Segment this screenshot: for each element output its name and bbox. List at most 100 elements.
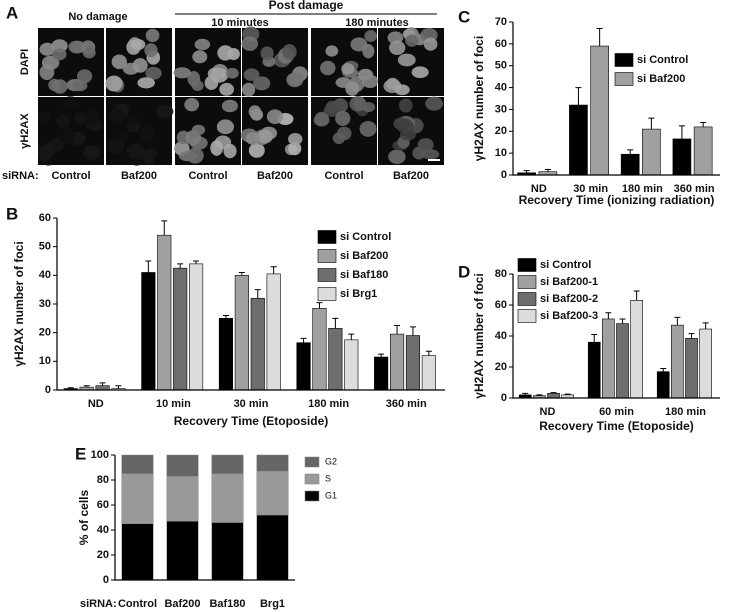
nucleus	[55, 114, 71, 129]
x-tick-label: 360 min	[674, 183, 715, 195]
panel-label: A	[6, 3, 18, 22]
nucleus	[405, 34, 419, 47]
legend-swatch	[304, 490, 320, 502]
bar	[173, 267, 188, 391]
y-tick-label: 10	[495, 147, 507, 159]
error-bar	[702, 322, 709, 330]
y-tick-label: 10	[39, 355, 51, 367]
x-tick-label: 60 min	[599, 406, 634, 418]
nucleus	[332, 132, 346, 145]
x-tick-label: 10 min	[156, 398, 191, 410]
sirna-label: siRNA:	[2, 170, 39, 182]
nucleus	[184, 97, 200, 112]
error-bar	[177, 263, 184, 269]
y-tick-label: 30	[495, 103, 507, 115]
nucleus	[194, 38, 211, 51]
legend-label: G1	[325, 490, 337, 500]
nucleus	[245, 132, 261, 145]
nucleus	[359, 120, 377, 137]
nucleus	[323, 104, 340, 117]
legend-label: si Baf200	[340, 250, 388, 262]
nucleus	[219, 82, 234, 96]
x-tick-label: 360 min	[386, 398, 427, 410]
bar-segment	[256, 471, 289, 516]
y-axis-label: γH2AX number of foci	[12, 241, 26, 366]
x-tick-label: Brg1	[260, 598, 285, 610]
nucleus	[397, 53, 416, 67]
axes	[512, 274, 720, 399]
nucleus	[132, 58, 148, 73]
y-tick-label: 20	[97, 549, 109, 561]
legend-label: si Baf200-3	[540, 310, 598, 322]
x-tick-label: 180 min	[308, 398, 349, 410]
bar	[616, 323, 629, 399]
error-bar	[115, 385, 122, 389]
nucleus	[241, 36, 259, 51]
bar	[587, 341, 601, 399]
error-bar	[536, 394, 543, 396]
y-tick-label: 100	[91, 449, 109, 461]
nucleus	[257, 129, 273, 144]
nucleus	[221, 99, 238, 113]
error-bar	[522, 392, 529, 395]
nucleus	[48, 78, 61, 91]
bar	[602, 318, 615, 399]
error-bar	[425, 350, 432, 356]
row-label: DAPI	[19, 49, 31, 75]
x-axis-label: siRNA:	[80, 598, 117, 610]
error-bar	[550, 392, 557, 394]
nucleus	[145, 66, 162, 80]
legend-swatch	[517, 258, 537, 272]
error-bar	[660, 368, 667, 372]
y-axis-label: γH2AX number of foci	[472, 36, 486, 161]
bar	[250, 297, 265, 391]
nucleus	[282, 44, 297, 60]
error-bar	[193, 260, 200, 264]
nucleus	[204, 75, 219, 90]
error-bar	[222, 314, 229, 319]
nucleus	[421, 149, 440, 160]
nucleus	[417, 138, 434, 152]
nucleus	[126, 143, 145, 159]
bar	[328, 328, 343, 391]
legend-swatch	[317, 230, 337, 244]
nucleus	[145, 28, 160, 43]
nucleus	[394, 84, 410, 96]
group-label: No damage	[68, 11, 127, 23]
y-tick-label: 70	[495, 16, 507, 28]
y-tick-label: 20	[495, 125, 507, 137]
bar	[405, 335, 421, 391]
error-bar	[161, 220, 168, 236]
bar-segment	[166, 476, 199, 522]
bar	[234, 275, 249, 391]
nucleus	[107, 138, 125, 155]
error-bar	[648, 117, 655, 130]
legend-swatch	[517, 309, 537, 323]
legend-label: S	[325, 473, 331, 483]
panel-label: B	[6, 204, 18, 223]
bar	[685, 338, 698, 399]
nucleus	[38, 145, 52, 162]
bar	[620, 153, 640, 176]
bar-segment	[256, 454, 289, 472]
nucleus	[155, 105, 174, 119]
x-axis-label: Recovery Time (ionizing radiation)	[519, 193, 715, 207]
group-label: 180 minutes	[345, 17, 409, 29]
nucleus	[389, 40, 406, 55]
bar	[630, 300, 643, 399]
legend-swatch	[317, 249, 337, 263]
x-axis-label: Recovery Time (Etoposide)	[174, 414, 329, 428]
y-tick-label: 30	[39, 298, 51, 310]
error-bar	[145, 260, 152, 273]
bar	[157, 234, 172, 391]
nucleus	[105, 75, 123, 92]
nucleus	[253, 76, 271, 91]
column-label: Baf200	[121, 170, 157, 182]
y-tick-label: 80	[97, 474, 109, 486]
legend-swatch	[304, 456, 320, 468]
nucleus	[345, 81, 360, 96]
error-bar	[409, 326, 416, 336]
x-tick-label: Baf180	[209, 598, 245, 610]
error-bar	[627, 149, 634, 155]
axes	[114, 455, 295, 581]
